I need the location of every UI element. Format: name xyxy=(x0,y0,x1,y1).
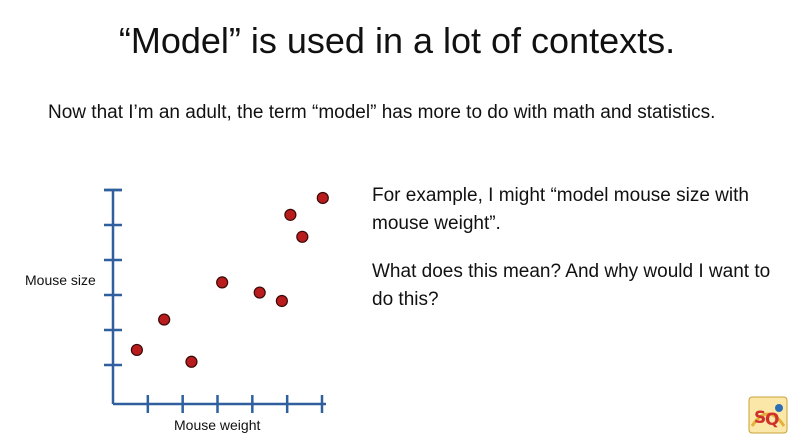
data-point-4 xyxy=(216,276,229,289)
question-paragraph: What does this mean? And why would I wan… xyxy=(372,261,771,310)
x-axis-label: Mouse weight xyxy=(174,417,261,433)
data-point-7 xyxy=(284,208,297,221)
scatter-chart xyxy=(104,188,329,413)
svg-text:S: S xyxy=(754,408,766,428)
data-point-3 xyxy=(185,355,198,368)
statquest-logo-icon: S Q xyxy=(748,396,788,434)
data-point-6 xyxy=(275,294,288,308)
data-point-9 xyxy=(316,191,329,205)
data-point-5 xyxy=(253,286,266,299)
example-paragraph: For example, I might “model mouse size w… xyxy=(372,185,749,234)
slide-title: “Model” is used in a lot of contexts. xyxy=(118,20,676,61)
data-point-1 xyxy=(130,343,143,357)
data-point-8 xyxy=(296,230,309,243)
data-point-2 xyxy=(158,313,171,326)
svg-text:Q: Q xyxy=(765,410,779,430)
slide-subtitle: Now that I’m an adult, the term “model” … xyxy=(48,102,716,123)
y-axis-label: Mouse size xyxy=(25,272,96,288)
